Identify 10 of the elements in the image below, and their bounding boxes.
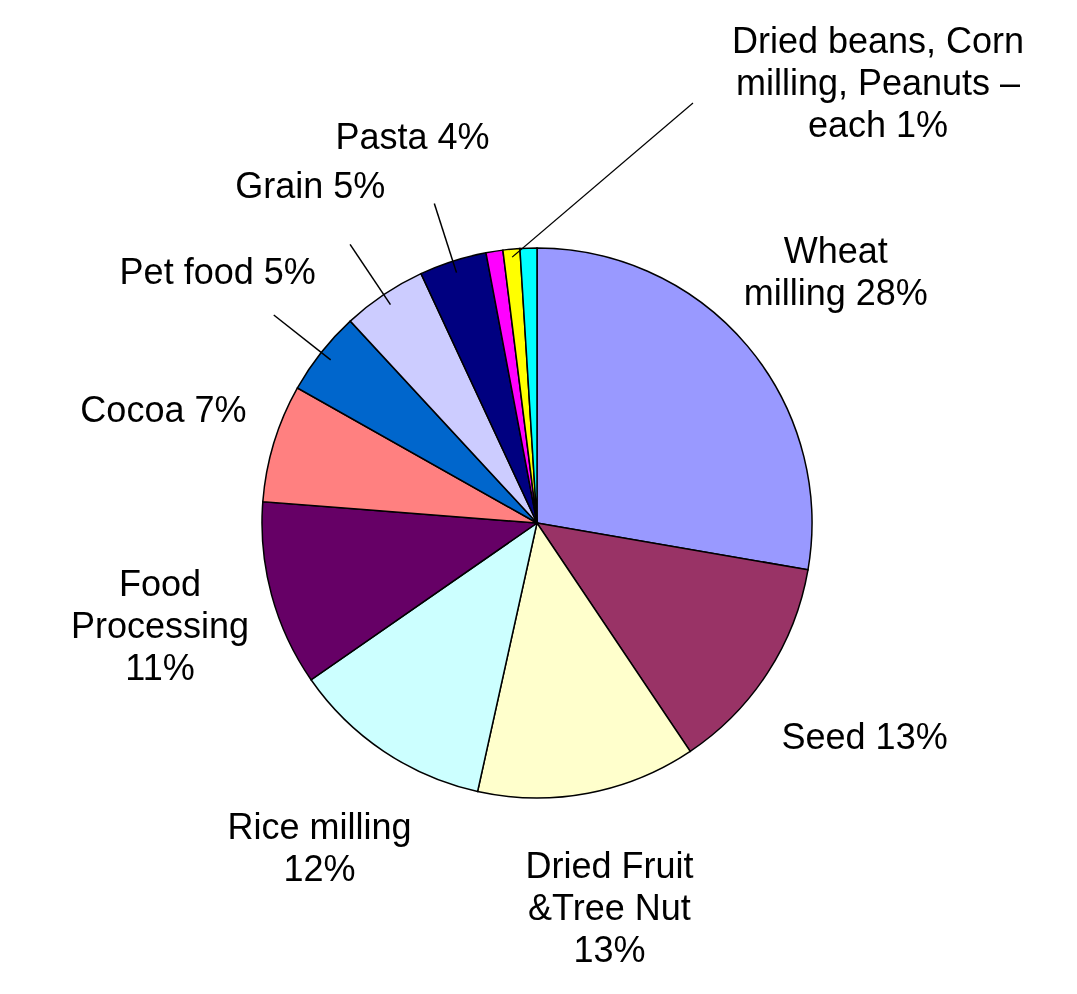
- slice-label: Food Processing 11%: [71, 563, 250, 689]
- slice-label: Wheat milling 28%: [743, 230, 928, 314]
- slice-label: Dried Fruit &Tree Nut 13%: [525, 844, 694, 970]
- text: Dried beans, Corn milling, Peanuts – each 1%: [731, 20, 1025, 145]
- slice-label: Rice milling 12%: [227, 806, 412, 890]
- slice-label: Grain 5%: [235, 165, 386, 207]
- slice-label: Seed 13%: [781, 715, 948, 757]
- slice-label: Pasta 4%: [335, 115, 490, 157]
- slice-label: Cocoa 7%: [80, 389, 247, 431]
- slice-label: Pet food 5%: [119, 250, 316, 292]
